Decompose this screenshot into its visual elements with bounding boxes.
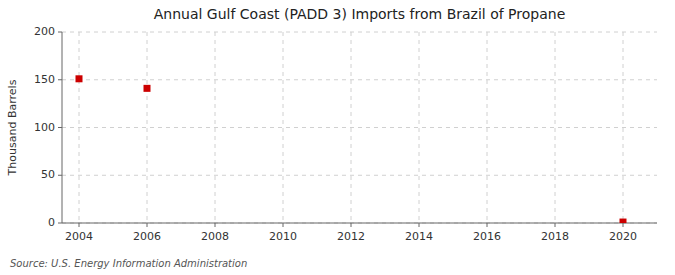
points: [76, 75, 627, 223]
y-tick: [58, 223, 62, 224]
x-tick-label: 2004: [65, 230, 93, 243]
y-tick-label: 200: [34, 25, 55, 38]
point: [144, 85, 151, 92]
x-grid-line: [79, 32, 80, 223]
x-axis-line: [62, 223, 657, 224]
y-tick: [58, 32, 62, 33]
x-tick-label: 2020: [609, 230, 637, 243]
y-tick-label: 50: [41, 168, 55, 181]
chart-container: 0 50 100 150 200 2004 2006 2008 2010 2012 2014 2016…: [0, 0, 675, 275]
x-grid-line: [215, 32, 216, 223]
x-tick-label: 2016: [473, 230, 501, 243]
axes: 0 50 100 150 200 2004 2006 2008 2010 2012 2014 2016…: [34, 25, 657, 243]
x-tick: [487, 223, 488, 227]
y-grid-line: [62, 223, 657, 224]
x-grid-line: [487, 32, 488, 223]
y-axis-label: Thousand Barrels: [6, 79, 19, 176]
x-tick: [283, 223, 284, 227]
x-grid-line: [555, 32, 556, 223]
source-note: Source: U.S. Energy Information Administ…: [10, 258, 247, 269]
x-tick-label: 2018: [541, 230, 569, 243]
x-grid-line: [623, 32, 624, 223]
y-tick-label: 100: [34, 121, 55, 134]
x-tick-label: 2012: [337, 230, 365, 243]
y-tick: [58, 175, 62, 176]
x-grid-line: [147, 32, 148, 223]
y-grid-line: [62, 175, 657, 176]
x-tick-label: 2010: [269, 230, 297, 243]
y-tick: [58, 127, 62, 128]
title: Annual Gulf Coast (PADD 3) Imports from …: [154, 6, 566, 22]
x-grid-line: [283, 32, 284, 223]
x-grid-line: [351, 32, 352, 223]
x-tick-label: 2014: [405, 230, 433, 243]
y-grid-line: [62, 32, 657, 33]
x-tick-label: 2006: [133, 230, 161, 243]
x-tick: [623, 223, 624, 227]
chart: 0 50 100 150 200 2004 2006 2008 2010 2012 2014 2016…: [0, 0, 675, 275]
x-tick: [147, 223, 148, 227]
x-tick: [215, 223, 216, 227]
y-grid-line: [62, 79, 657, 80]
y-tick: [58, 79, 62, 80]
x-tick-label: 2008: [201, 230, 229, 243]
x-grid-line: [419, 32, 420, 223]
point: [76, 75, 83, 82]
y-axis-line: [62, 32, 63, 223]
y-tick-label: 0: [48, 216, 55, 229]
grid: [62, 32, 657, 223]
x-tick: [419, 223, 420, 227]
x-tick: [555, 223, 556, 227]
y-grid-line: [62, 127, 657, 128]
x-tick: [79, 223, 80, 227]
x-tick: [351, 223, 352, 227]
point: [620, 219, 627, 223]
y-tick-label: 150: [34, 73, 55, 86]
